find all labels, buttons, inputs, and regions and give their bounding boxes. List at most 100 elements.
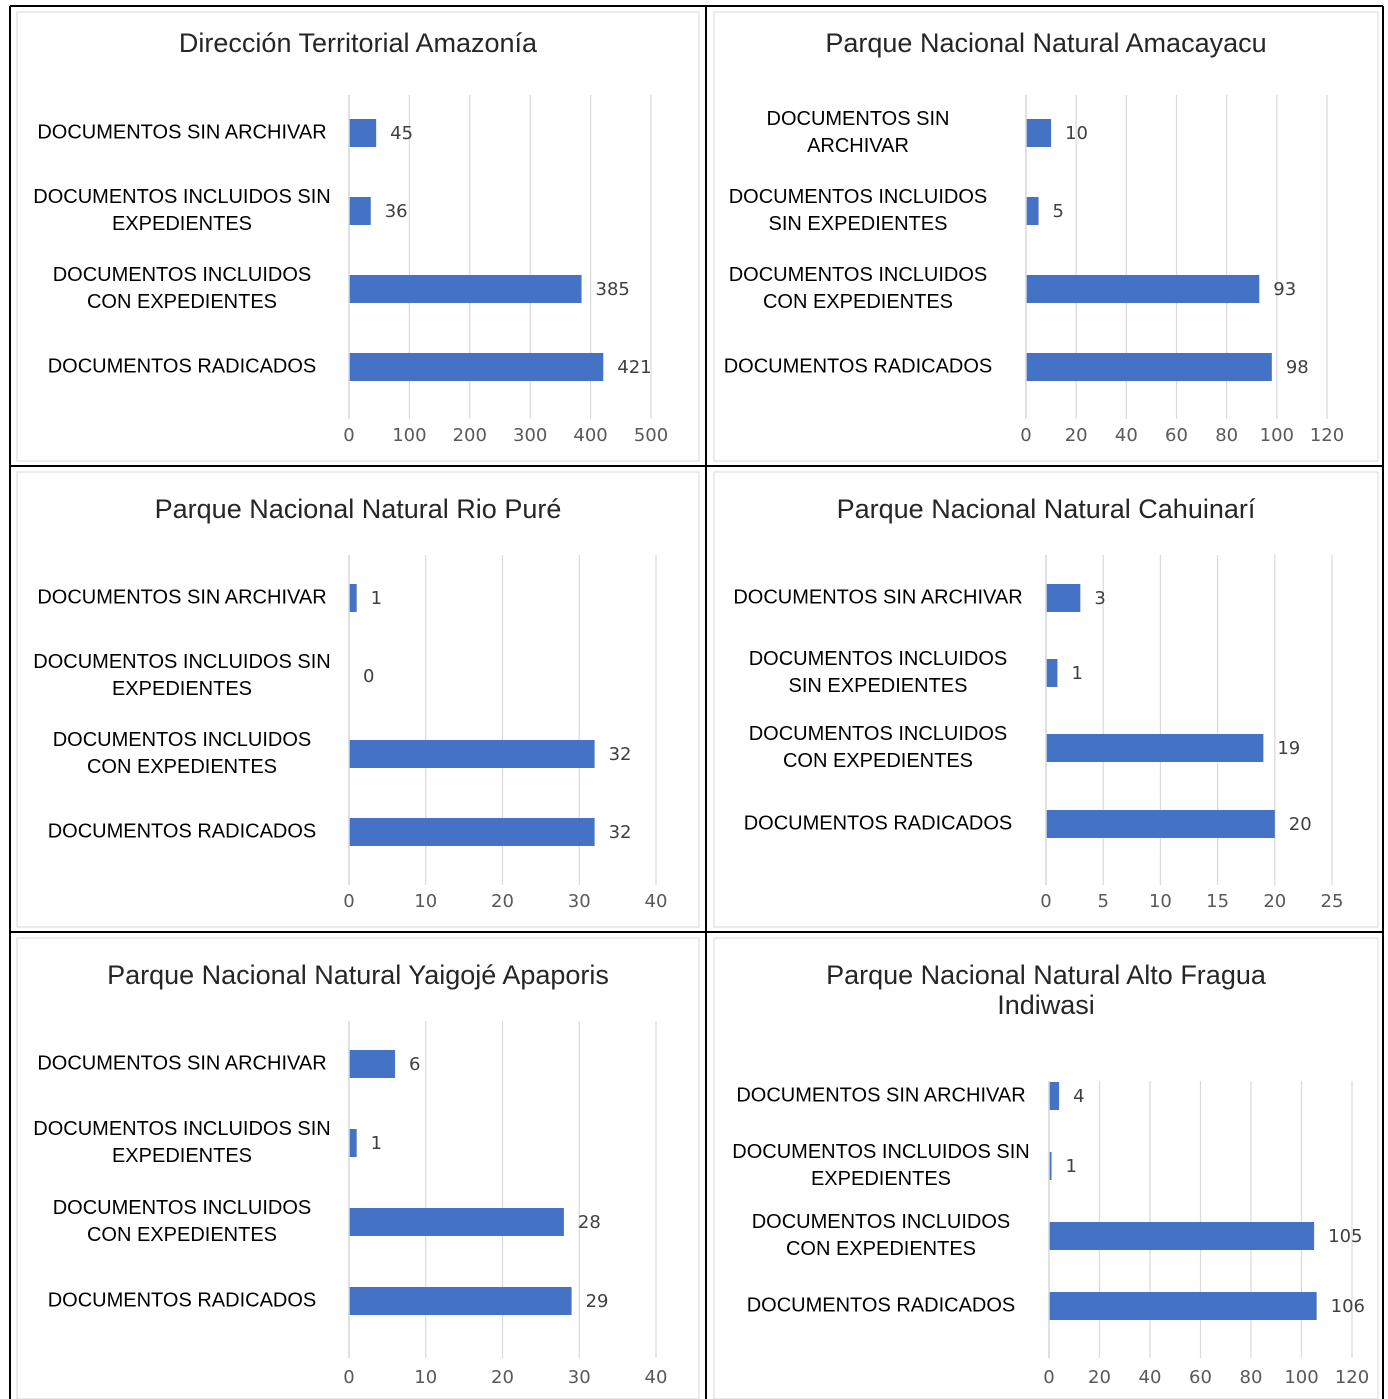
category-label: DOCUMENTOS INCLUIDOS SIN EXPEDIENTES: [33, 186, 330, 235]
x-tick-label: 120: [1310, 425, 1344, 446]
bar: [1026, 275, 1260, 303]
x-tick-label: 300: [513, 425, 547, 446]
data-label: 5: [1053, 201, 1064, 222]
x-tick-label: 15: [1206, 891, 1229, 912]
bar: [349, 818, 595, 846]
x-tick-label: 10: [414, 1367, 437, 1388]
x-tick-label: 30: [568, 891, 591, 912]
x-tick-label: 120: [1335, 1367, 1369, 1388]
category-label-line: DOCUMENTOS RADICADOS: [724, 355, 993, 377]
data-label: 1: [371, 1133, 382, 1154]
x-tick-label: 200: [453, 425, 487, 446]
category-label-line: DOCUMENTOS RADICADOS: [48, 355, 317, 377]
x-tick-label: 10: [414, 891, 437, 912]
bar: [1049, 1292, 1317, 1320]
x-tick-label: 40: [645, 891, 668, 912]
category-label-line: DOCUMENTOS INCLUIDOS: [749, 723, 1008, 745]
bar-chart-plot: 0 5 10 15 20 25 3 DOCUMENTOS SIN ARCHIVAR 1 DOCUM…: [733, 555, 1344, 912]
chart-title: Dirección Territorial Amazonía: [178, 28, 538, 58]
bar: [1046, 810, 1275, 838]
category-label-line: DOCUMENTOS INCLUIDOS: [53, 264, 312, 286]
data-label: 32: [609, 744, 632, 765]
category-label-line: DOCUMENTOS INCLUIDOS: [749, 648, 1008, 670]
bar: [1046, 584, 1081, 612]
chart-pnn-yaigoje-apaporis: Parque Nacional Natural Yaigojé Apaporis…: [17, 938, 699, 1399]
category-label-line: DOCUMENTOS RADICADOS: [744, 812, 1013, 834]
category-label: DOCUMENTOS RADICADOS: [48, 355, 317, 377]
category-label: DOCUMENTOS INCLUIDOS CON EXPEDIENTES: [749, 723, 1008, 772]
bar: [349, 584, 357, 612]
category-label: DOCUMENTOS INCLUIDOS SIN EXPEDIENTES: [33, 1118, 330, 1167]
category-label-line: DOCUMENTOS INCLUIDOS SIN: [732, 1141, 1029, 1163]
bar: [349, 1287, 572, 1315]
category-label: DOCUMENTOS RADICADOS: [48, 1289, 317, 1311]
data-label: 106: [1331, 1296, 1365, 1317]
x-tick-label: 400: [573, 425, 607, 446]
data-label: 36: [385, 201, 408, 222]
category-label-line: DOCUMENTOS SIN ARCHIVAR: [733, 586, 1022, 608]
category-label-line: CON EXPEDIENTES: [87, 1224, 277, 1246]
chart-direccion-territorial-amazonia: Dirección Territorial Amazonía 0 100 200 30…: [17, 12, 699, 461]
x-tick-label: 60: [1189, 1367, 1212, 1388]
data-label: 1: [1066, 1156, 1077, 1177]
category-label-line: DOCUMENTOS INCLUIDOS SIN: [33, 651, 330, 673]
bar: [349, 1208, 564, 1236]
bar: [1049, 1222, 1315, 1250]
bar: [1046, 659, 1058, 687]
bar-chart-plot: 0 20 40 60 80 100 120 4 DOCUMENTOS SIN ARCHIVAR 1…: [732, 1081, 1369, 1388]
category-label-line: DOCUMENTOS SIN ARCHIVAR: [37, 1052, 326, 1074]
category-label-line: DOCUMENTOS INCLUIDOS: [729, 186, 988, 208]
x-tick-label: 20: [491, 891, 514, 912]
category-label: DOCUMENTOS INCLUIDOS SIN EXPEDIENTES: [729, 186, 988, 235]
chart-pnn-alto-fragua-indiwasi: Parque Nacional Natural Alto Fragua Indi…: [714, 938, 1378, 1399]
x-tick-label: 0: [343, 891, 354, 912]
x-tick-label: 25: [1321, 891, 1344, 912]
category-label: DOCUMENTOS INCLUIDOS SIN EXPEDIENTES: [749, 648, 1008, 697]
category-label: DOCUMENTOS SIN ARCHIVAR: [733, 586, 1022, 608]
x-tick-label: 5: [1097, 891, 1108, 912]
category-label: DOCUMENTOS INCLUIDOS SIN EXPEDIENTES: [33, 651, 330, 700]
x-tick-label: 40: [645, 1367, 668, 1388]
category-label-line: CON EXPEDIENTES: [87, 291, 277, 313]
x-tick-label: 40: [1115, 425, 1138, 446]
category-label-line: DOCUMENTOS RADICADOS: [48, 820, 317, 842]
chart-pnn-cahuinari: Parque Nacional Natural Cahuinarí 0 5 10 15…: [714, 472, 1378, 927]
category-label-line: EXPEDIENTES: [112, 213, 252, 235]
data-label: 3: [1094, 588, 1105, 609]
chart-title: Parque Nacional Natural Cahuinarí: [836, 494, 1256, 524]
category-label-line: CON EXPEDIENTES: [763, 291, 953, 313]
category-label-line: EXPEDIENTES: [112, 1145, 252, 1167]
category-label-line: DOCUMENTOS SIN: [767, 108, 950, 130]
x-tick-label: 0: [1020, 425, 1031, 446]
x-tick-label: 20: [491, 1367, 514, 1388]
category-label-line: SIN EXPEDIENTES: [769, 213, 948, 235]
bar: [349, 275, 582, 303]
category-label-line: DOCUMENTOS RADICADOS: [747, 1294, 1016, 1316]
category-label: DOCUMENTOS INCLUIDOS CON EXPEDIENTES: [53, 729, 312, 778]
bar: [1049, 1152, 1052, 1180]
data-label: 28: [578, 1212, 601, 1233]
data-label: 93: [1273, 279, 1296, 300]
data-label: 4: [1073, 1086, 1084, 1107]
data-label: 6: [409, 1054, 420, 1075]
category-label: DOCUMENTOS INCLUIDOS CON EXPEDIENTES: [53, 1197, 312, 1246]
category-label-line: EXPEDIENTES: [811, 1168, 951, 1190]
x-tick-label: 100: [1284, 1367, 1318, 1388]
data-label: 98: [1286, 357, 1309, 378]
bar: [349, 197, 371, 225]
data-label: 385: [596, 279, 630, 300]
chart-title: Parque Nacional Natural Alto Fragua Indi…: [826, 960, 1266, 1020]
data-label: 1: [1071, 663, 1082, 684]
chart-pnn-amacayacu: Parque Nacional Natural Amacayacu 0 20 40 6…: [714, 12, 1378, 461]
bar: [349, 740, 595, 768]
data-label: 0: [363, 666, 374, 687]
data-label: 1: [371, 588, 382, 609]
category-label: DOCUMENTOS RADICADOS: [724, 355, 993, 377]
category-label-line: CON EXPEDIENTES: [783, 750, 973, 772]
chart-title: Parque Nacional Natural Rio Puré: [154, 494, 562, 524]
data-label: 20: [1289, 814, 1312, 835]
data-label: 45: [390, 123, 413, 144]
category-label-line: DOCUMENTOS SIN ARCHIVAR: [37, 586, 326, 608]
bar-chart-plot: 0 20 40 60 80 100 120 10 DOCUMENTOS SIN ARCHIVAR 5…: [724, 95, 1344, 446]
